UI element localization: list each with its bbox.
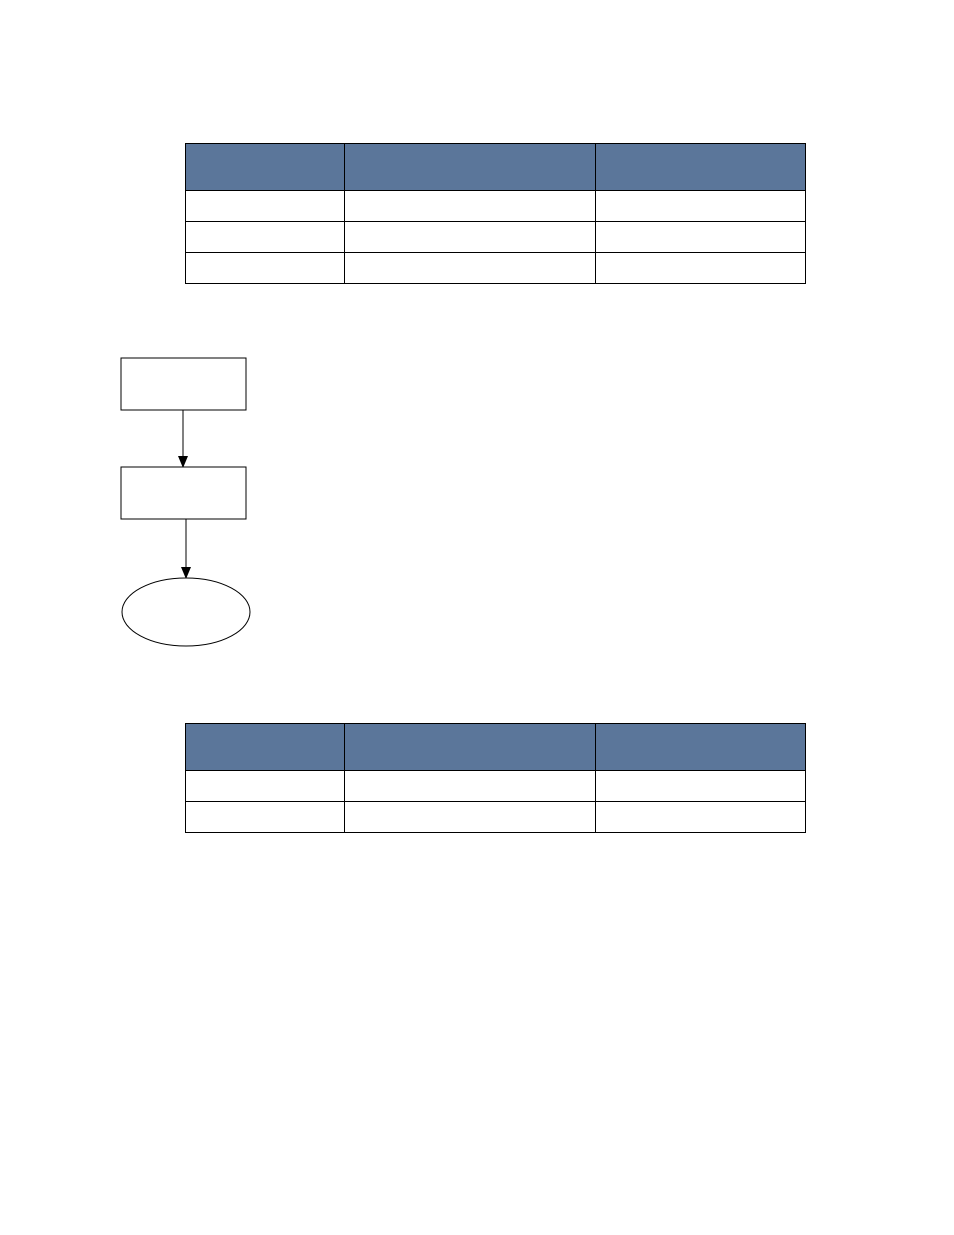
table-1-cell — [345, 253, 596, 284]
flowchart-node-ellipse — [122, 578, 250, 646]
table-2-cell — [345, 802, 596, 833]
table-1-header-row — [186, 144, 806, 191]
table-1-row — [186, 222, 806, 253]
table-1 — [185, 143, 806, 284]
table-2-row — [186, 802, 806, 833]
flowchart-node-rect-1 — [121, 358, 246, 410]
table-2-cell — [186, 802, 345, 833]
table-2-header-row — [186, 724, 806, 771]
table-1-row — [186, 253, 806, 284]
table-1-row — [186, 191, 806, 222]
table-2-header-cell — [345, 724, 596, 771]
flowchart — [117, 357, 257, 657]
table-1-cell — [186, 253, 345, 284]
table-1-cell — [186, 222, 345, 253]
arrowhead-icon — [178, 456, 188, 468]
table-1-cell — [596, 191, 806, 222]
table-2-cell — [186, 771, 345, 802]
table-2-row — [186, 771, 806, 802]
document-page — [0, 0, 954, 1235]
table-1-cell — [596, 253, 806, 284]
table-1-header-cell — [596, 144, 806, 191]
table-1-header-cell — [345, 144, 596, 191]
table-1-cell — [596, 222, 806, 253]
table-2-cell — [596, 771, 806, 802]
table-2-header-cell — [186, 724, 345, 771]
table-1-cell — [186, 191, 345, 222]
table-2-header-cell — [596, 724, 806, 771]
arrowhead-icon — [181, 567, 191, 579]
table-2 — [185, 723, 806, 833]
table-1-header-cell — [186, 144, 345, 191]
table-1-cell — [345, 222, 596, 253]
table-2-cell — [596, 802, 806, 833]
table-2-cell — [345, 771, 596, 802]
flowchart-node-rect-2 — [121, 467, 246, 519]
table-1-cell — [345, 191, 596, 222]
